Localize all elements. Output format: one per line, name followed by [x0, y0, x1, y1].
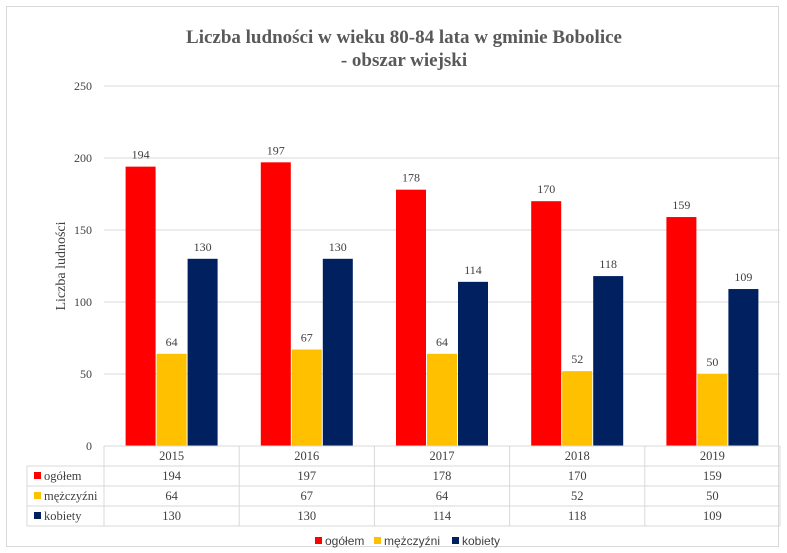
table-cell: 197 — [297, 469, 316, 483]
bar — [427, 353, 457, 446]
bar — [187, 258, 218, 446]
x-tick-label: 2016 — [294, 449, 319, 463]
table-legend-key — [34, 512, 41, 519]
data-label: 130 — [329, 240, 347, 254]
table-cell: 64 — [165, 489, 178, 503]
y-tick-label: 50 — [80, 367, 92, 381]
table-row-label: kobiety — [44, 509, 82, 523]
bar — [531, 201, 562, 446]
table-legend-key — [34, 492, 41, 499]
bar — [156, 353, 187, 446]
table-cell: 130 — [162, 509, 181, 523]
data-label: 50 — [706, 355, 718, 369]
table-cell: 170 — [568, 469, 587, 483]
chart-subtitle: - obszar wiejski — [341, 50, 467, 71]
table-row-label: mężczyźni — [44, 489, 98, 503]
y-tick-label: 200 — [74, 151, 92, 165]
bar — [260, 162, 291, 446]
data-label: 178 — [402, 171, 420, 185]
table-cell: 67 — [301, 489, 314, 503]
data-label: 194 — [132, 148, 150, 162]
chart-title: Liczba ludności w wieku 80-84 lata w gmi… — [186, 27, 622, 48]
table-cell: 118 — [568, 509, 586, 523]
data-label: 159 — [672, 198, 690, 212]
legend-label: mężczyźni — [384, 534, 440, 548]
x-tick-label: 2017 — [430, 449, 455, 463]
data-label: 197 — [267, 143, 285, 157]
bar — [728, 289, 759, 446]
table-cell: 114 — [433, 509, 452, 523]
x-tick-label: 2018 — [565, 449, 590, 463]
bar — [593, 276, 624, 446]
table-cell: 194 — [162, 469, 182, 483]
x-tick-label: 2019 — [700, 449, 725, 463]
y-tick-label: 100 — [74, 295, 92, 309]
table-cell: 52 — [571, 489, 584, 503]
bar — [396, 189, 426, 446]
legend-label: kobiety — [462, 534, 500, 548]
data-label: 109 — [734, 270, 752, 284]
data-label: 67 — [301, 331, 313, 345]
legend-key — [315, 537, 322, 544]
table-cell: 50 — [706, 489, 719, 503]
x-tick-label: 2015 — [159, 449, 184, 463]
table-cell: 178 — [433, 469, 452, 483]
y-tick-label: 0 — [86, 439, 92, 453]
data-label: 130 — [194, 240, 212, 254]
legend-label: ogółem — [325, 534, 364, 548]
legend-key — [374, 537, 381, 544]
bar — [562, 371, 593, 446]
table-row-label: ogółem — [44, 469, 82, 483]
y-axis-title: Liczba ludności — [54, 221, 69, 310]
table-legend-key — [34, 472, 41, 479]
data-label: 52 — [571, 352, 583, 366]
data-label: 114 — [464, 263, 482, 277]
bar — [458, 281, 488, 446]
bar — [666, 217, 697, 446]
data-label: 118 — [599, 257, 617, 271]
data-label: 170 — [537, 182, 555, 196]
bar — [697, 374, 728, 446]
bar — [125, 166, 156, 446]
legend-key — [452, 537, 459, 544]
table-cell: 159 — [703, 469, 722, 483]
y-tick-label: 150 — [74, 223, 92, 237]
data-label: 64 — [436, 335, 448, 349]
table-cell: 130 — [297, 509, 316, 523]
table-cell: 64 — [436, 489, 449, 503]
y-tick-label: 250 — [74, 79, 92, 93]
bar — [322, 258, 353, 446]
data-label: 64 — [166, 335, 178, 349]
table-cell: 109 — [703, 509, 722, 523]
bar — [291, 349, 322, 446]
